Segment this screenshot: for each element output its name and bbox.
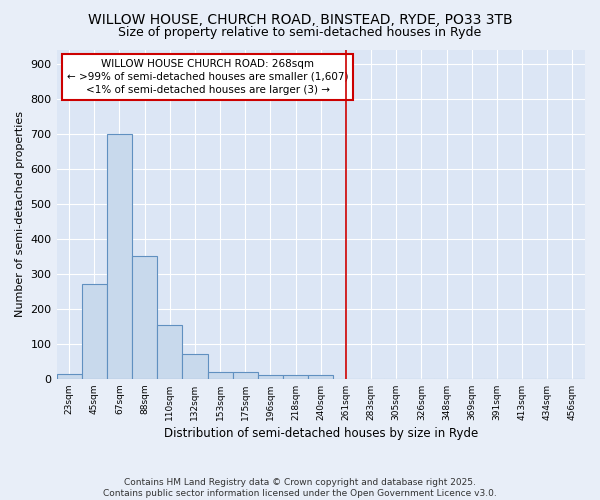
Text: Size of property relative to semi-detached houses in Ryde: Size of property relative to semi-detach… bbox=[118, 26, 482, 39]
Bar bbox=[157, 324, 182, 379]
Bar bbox=[283, 376, 308, 379]
Bar bbox=[308, 376, 334, 379]
Text: WILLOW HOUSE CHURCH ROAD: 268sqm
← >99% of semi-detached houses are smaller (1,6: WILLOW HOUSE CHURCH ROAD: 268sqm ← >99% … bbox=[67, 58, 348, 95]
Y-axis label: Number of semi-detached properties: Number of semi-detached properties bbox=[15, 112, 25, 318]
Bar bbox=[233, 372, 258, 379]
X-axis label: Distribution of semi-detached houses by size in Ryde: Distribution of semi-detached houses by … bbox=[164, 427, 478, 440]
Bar bbox=[107, 134, 132, 379]
Bar bbox=[82, 284, 107, 379]
Bar bbox=[182, 354, 208, 379]
Bar bbox=[132, 256, 157, 379]
Text: Contains HM Land Registry data © Crown copyright and database right 2025.
Contai: Contains HM Land Registry data © Crown c… bbox=[103, 478, 497, 498]
Text: WILLOW HOUSE, CHURCH ROAD, BINSTEAD, RYDE, PO33 3TB: WILLOW HOUSE, CHURCH ROAD, BINSTEAD, RYD… bbox=[88, 12, 512, 26]
Bar bbox=[56, 374, 82, 379]
Bar bbox=[258, 376, 283, 379]
Bar bbox=[208, 372, 233, 379]
